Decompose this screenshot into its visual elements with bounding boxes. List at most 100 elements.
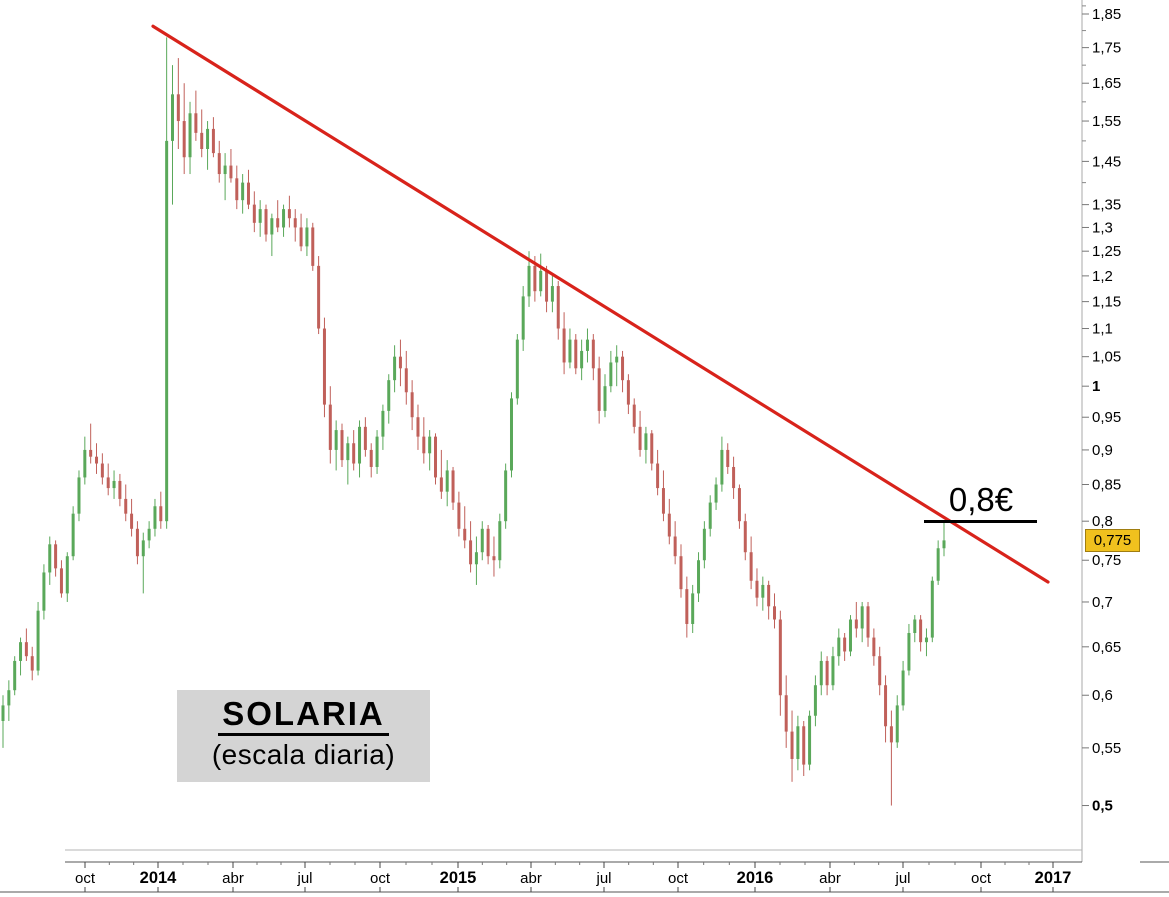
candle-body (1, 705, 5, 721)
candle-body (504, 470, 508, 522)
candle (83, 436, 87, 485)
candle-body (54, 544, 58, 569)
candle-body (381, 410, 385, 437)
candle (656, 449, 660, 496)
candle (515, 334, 519, 405)
candle-body (737, 488, 741, 522)
candle-body (808, 715, 812, 765)
candle (901, 660, 905, 711)
candle-body (872, 637, 876, 657)
candle (165, 37, 169, 529)
candle-body (562, 328, 566, 363)
candle-body (141, 540, 145, 557)
candle-body (615, 356, 619, 363)
candle-body (463, 528, 467, 541)
candle (100, 453, 104, 485)
candle (509, 392, 513, 478)
candle-body (708, 502, 712, 529)
candle (59, 560, 63, 598)
candle-body (626, 380, 630, 405)
y-axis-label: 0,9 (1092, 442, 1113, 459)
candle (393, 345, 397, 393)
y-axis-label: 1 (1092, 378, 1100, 395)
y-axis-label: 1,65 (1092, 75, 1121, 92)
candle (206, 121, 210, 170)
candle-body (363, 426, 367, 450)
candle (200, 109, 204, 158)
candle (13, 656, 17, 696)
candle-body (521, 296, 525, 340)
candle (369, 443, 373, 478)
candle-body (211, 128, 215, 154)
candle (398, 339, 402, 387)
resistance-price-label: 0,8€ (948, 481, 1014, 518)
candle (416, 404, 420, 450)
candle (761, 576, 765, 611)
candle-body (498, 521, 502, 561)
candle-body (492, 556, 496, 561)
x-axis-label: oct (370, 870, 391, 887)
candle-body (714, 484, 718, 503)
candle (54, 540, 58, 577)
candle-body (36, 610, 40, 671)
chart-subtitle: (escala diaria) (211, 739, 396, 771)
candle (813, 675, 817, 727)
candle (170, 65, 174, 205)
candle-body (13, 660, 17, 691)
y-axis-label: 0,65 (1092, 639, 1121, 656)
candle (410, 380, 414, 431)
candle (381, 404, 385, 450)
x-axis-label: oct (75, 870, 96, 887)
candle-body (644, 433, 648, 450)
candle (194, 90, 198, 141)
candle (106, 463, 110, 496)
candle-body (930, 580, 934, 638)
candle (574, 334, 578, 375)
candle-body (83, 449, 87, 478)
candle-body (650, 433, 654, 464)
candle (217, 140, 221, 183)
candle (387, 374, 391, 424)
candle (48, 536, 52, 585)
candle (480, 521, 484, 561)
candle-body (469, 540, 473, 565)
candle-body (761, 584, 765, 598)
candle-body (632, 404, 636, 427)
candle-body (474, 552, 478, 565)
candle (521, 286, 525, 351)
candle-body (293, 218, 297, 228)
candle (211, 117, 215, 158)
candle (474, 536, 478, 585)
y-axis-label: 0,85 (1092, 477, 1121, 494)
candle (358, 420, 362, 478)
candle-body (165, 140, 169, 522)
candle-body (223, 165, 227, 175)
candle-body (77, 477, 81, 514)
candle (691, 584, 695, 634)
candle-body (480, 528, 484, 553)
candle-body (697, 560, 701, 594)
candle (299, 213, 303, 252)
candle (819, 651, 823, 696)
candle-body (217, 153, 221, 175)
candle-body (305, 227, 309, 247)
candle-body (352, 443, 356, 464)
candle-body (135, 528, 139, 557)
candle (7, 680, 11, 721)
candle-body (527, 265, 531, 297)
candle-body (574, 339, 578, 369)
candle-body (802, 726, 806, 765)
candle (130, 498, 134, 537)
candle-body (311, 227, 315, 266)
candle-body (778, 619, 782, 696)
candle-body (428, 436, 432, 454)
candle (615, 345, 619, 387)
candle-body (924, 637, 928, 643)
candle (30, 646, 34, 681)
candle (737, 484, 741, 529)
candle (352, 430, 356, 471)
x-axis-label: 2016 (737, 869, 774, 887)
candle-body (328, 404, 332, 450)
candle (434, 433, 438, 485)
